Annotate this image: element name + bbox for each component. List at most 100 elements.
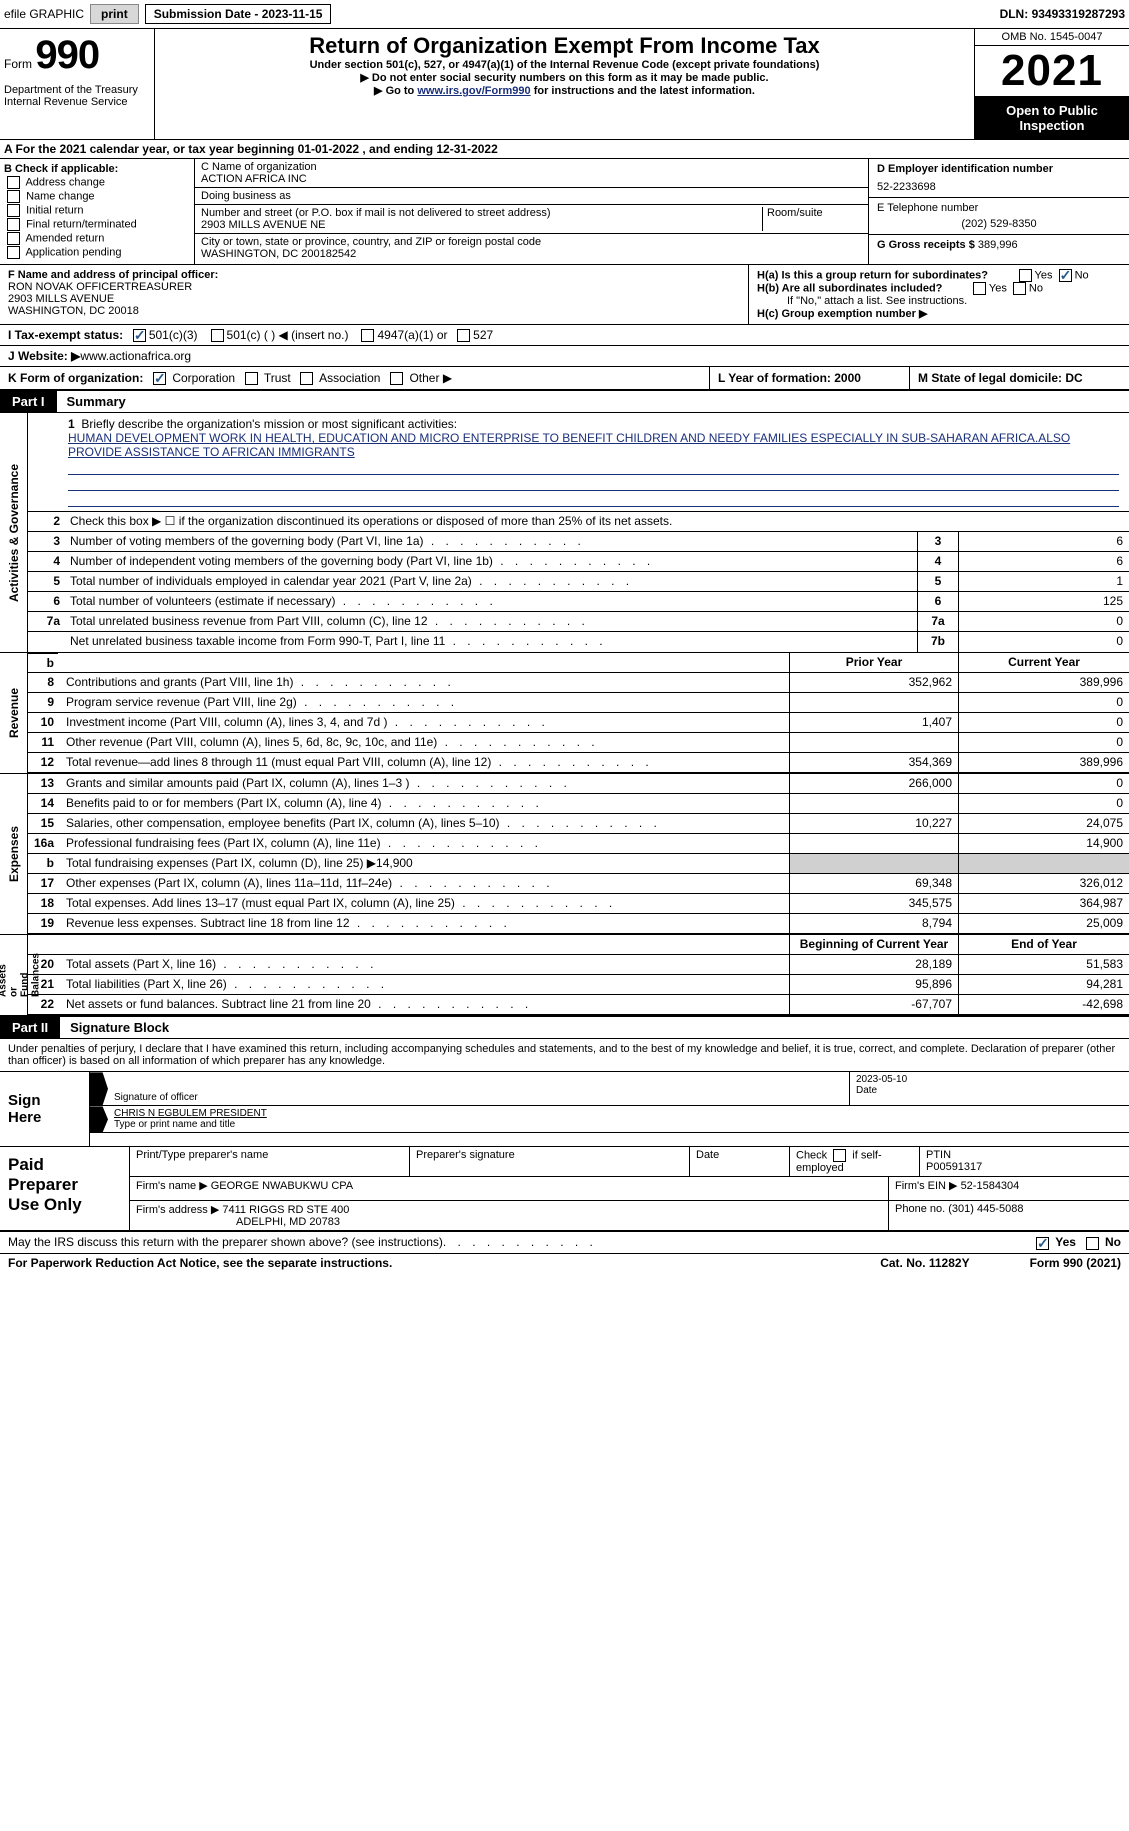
preparer-label: Paid Preparer Use Only (0, 1147, 130, 1230)
line-1: 1 Briefly describe the organization's mi… (28, 413, 1129, 512)
check-pending: Application pending (4, 246, 190, 259)
table-row: 15Salaries, other compensation, employee… (28, 814, 1129, 834)
form-title: Return of Organization Exempt From Incom… (165, 33, 964, 59)
expense-section: Expenses 13Grants and similar amounts pa… (0, 774, 1129, 935)
header-left: Form 990 Department of the Treasury Inte… (0, 29, 155, 139)
section-bcd: B Check if applicable: Address change Na… (0, 159, 1129, 265)
table-row: 22Net assets or fund balances. Subtract … (28, 995, 1129, 1015)
row-i: I Tax-exempt status: 501(c)(3) 501(c) ( … (0, 325, 1129, 346)
addr-cell: Number and street (or P.O. box if mail i… (195, 205, 868, 234)
col-d: D Employer identification number 52-2233… (869, 159, 1129, 264)
dln: DLN: 93493319287293 (1000, 7, 1125, 21)
table-row: 4Number of independent voting members of… (28, 552, 1129, 572)
table-row: 21Total liabilities (Part X, line 26)95,… (28, 975, 1129, 995)
print-button[interactable]: print (90, 4, 139, 24)
efile-label: efile GRAPHIC (4, 7, 84, 21)
dept-label: Department of the Treasury Internal Reve… (4, 84, 150, 108)
table-row: 3Number of voting members of the governi… (28, 532, 1129, 552)
part1-badge: Part I (0, 391, 57, 412)
discuss-row: May the IRS discuss this return with the… (0, 1232, 1129, 1253)
tax-year: 2021 (975, 46, 1129, 97)
vert-expenses: Expenses (0, 774, 28, 934)
part2-header: Part II Signature Block (0, 1017, 1129, 1039)
vert-activities: Activities & Governance (0, 413, 28, 652)
city-cell: City or town, state or province, country… (195, 234, 868, 262)
revenue-header: b Prior Year Current Year (28, 653, 1129, 673)
prep-row-1: Print/Type preparer's name Preparer's si… (130, 1147, 1129, 1177)
table-row: 10Investment income (Part VIII, column (… (28, 713, 1129, 733)
table-row: 12Total revenue—add lines 8 through 11 (… (28, 753, 1129, 773)
table-row: 20Total assets (Part X, line 16)28,18951… (28, 955, 1129, 975)
net-header: Beginning of Current Year End of Year (28, 935, 1129, 955)
irs-link[interactable]: www.irs.gov/Form990 (417, 85, 530, 97)
table-row: bTotal fundraising expenses (Part IX, co… (28, 854, 1129, 874)
table-row: 11Other revenue (Part VIII, column (A), … (28, 733, 1129, 753)
arrow-icon (90, 1072, 108, 1105)
vert-revenue: Revenue (0, 653, 28, 773)
part1-header: Part I Summary (0, 391, 1129, 413)
table-row: 7aTotal unrelated business revenue from … (28, 612, 1129, 632)
revenue-section: Revenue b Prior Year Current Year 8Contr… (0, 653, 1129, 774)
form-header: Form 990 Department of the Treasury Inte… (0, 29, 1129, 140)
instruction-1: ▶ Do not enter social security numbers o… (165, 71, 964, 84)
table-row: Net unrelated business taxable income fr… (28, 632, 1129, 652)
row-j: J Website: ▶ www.actionafrica.org (0, 346, 1129, 367)
table-row: 9Program service revenue (Part VIII, lin… (28, 693, 1129, 713)
col-b: B Check if applicable: Address change Na… (0, 159, 195, 264)
form-word: Form (4, 57, 32, 71)
penalties-text: Under penalties of perjury, I declare th… (0, 1039, 1129, 1072)
open-public: Open to Public Inspection (975, 97, 1129, 139)
table-row: 8Contributions and grants (Part VIII, li… (28, 673, 1129, 693)
ein-cell: D Employer identification number 52-2233… (869, 159, 1129, 198)
check-amended: Amended return (4, 232, 190, 245)
omb-number: OMB No. 1545-0047 (975, 29, 1129, 46)
table-row: 19Revenue less expenses. Subtract line 1… (28, 914, 1129, 934)
paperwork-row: For Paperwork Reduction Act Notice, see … (0, 1254, 1129, 1272)
arrow-icon (90, 1106, 108, 1132)
table-row: 5Total number of individuals employed in… (28, 572, 1129, 592)
vert-net: Net Assets or Fund Balances (0, 935, 28, 1015)
header-mid: Return of Organization Exempt From Incom… (155, 29, 974, 139)
col-h: H(a) Is this a group return for subordin… (749, 265, 1129, 324)
check-address: Address change (4, 176, 190, 189)
part2-title: Signature Block (60, 1020, 169, 1035)
submission-date: Submission Date - 2023-11-15 (145, 4, 332, 24)
org-name-cell: C Name of organization ACTION AFRICA INC (195, 159, 868, 188)
line-2: 2 Check this box ▶ ☐ if the organization… (28, 512, 1129, 532)
preparer-section: Paid Preparer Use Only Print/Type prepar… (0, 1147, 1129, 1232)
row-a: A For the 2021 calendar year, or tax yea… (0, 140, 1129, 159)
prep-row-3: Firm's address ▶ 7411 RIGGS RD STE 400 A… (130, 1201, 1129, 1230)
table-row: 16aProfessional fundraising fees (Part I… (28, 834, 1129, 854)
website-url: www.actionafrica.org (80, 349, 191, 363)
prep-row-2: Firm's name ▶ GEORGE NWABUKWU CPA Firm's… (130, 1177, 1129, 1201)
part1-title: Summary (57, 394, 126, 409)
table-row: 6Total number of volunteers (estimate if… (28, 592, 1129, 612)
form-number: 990 (35, 33, 99, 77)
h-b-note: If "No," attach a list. See instructions… (757, 295, 1121, 307)
net-section: Net Assets or Fund Balances Beginning of… (0, 935, 1129, 1017)
check-name: Name change (4, 190, 190, 203)
sign-here-label: Sign Here (0, 1072, 90, 1146)
table-row: 17Other expenses (Part IX, column (A), l… (28, 874, 1129, 894)
check-final: Final return/terminated (4, 218, 190, 231)
h-c: H(c) Group exemption number ▶ (757, 307, 1121, 320)
gross-cell: G Gross receipts $ 389,996 (869, 235, 1129, 255)
part2-badge: Part II (0, 1017, 60, 1038)
h-a: H(a) Is this a group return for subordin… (757, 269, 1121, 282)
table-row: 14Benefits paid to or for members (Part … (28, 794, 1129, 814)
activities-section: Activities & Governance 1 Briefly descri… (0, 413, 1129, 653)
header-right: OMB No. 1545-0047 2021 Open to Public In… (974, 29, 1129, 139)
sign-section: Sign Here Signature of officer 2023-05-1… (0, 1072, 1129, 1147)
row-k: K Form of organization: Corporation Trus… (0, 367, 1129, 391)
subtitle: Under section 501(c), 527, or 4947(a)(1)… (165, 59, 964, 71)
check-initial: Initial return (4, 204, 190, 217)
dba-cell: Doing business as (195, 188, 868, 205)
instruction-2: ▶ Go to www.irs.gov/Form990 for instruct… (165, 84, 964, 97)
table-row: 13Grants and similar amounts paid (Part … (28, 774, 1129, 794)
name-line: CHRIS N EGBULEM PRESIDENT Type or print … (90, 1106, 1129, 1133)
top-bar: efile GRAPHIC print Submission Date - 20… (0, 0, 1129, 29)
col-c: C Name of organization ACTION AFRICA INC… (195, 159, 869, 264)
table-row: 18Total expenses. Add lines 13–17 (must … (28, 894, 1129, 914)
col-b-head: B Check if applicable: (4, 163, 190, 175)
section-fh: F Name and address of principal officer:… (0, 265, 1129, 325)
